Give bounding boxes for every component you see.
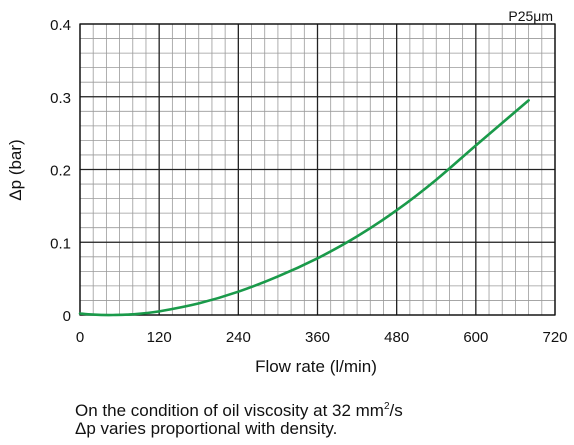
note-superscript: 2	[383, 401, 390, 412]
series-label: P25μm	[508, 8, 553, 24]
y-tick-labels: 0 0.1 0.2 0.3 0.4	[50, 17, 71, 325]
series-line-p25um	[78, 99, 530, 317]
density-note: Δp varies proportional with density.	[75, 419, 337, 439]
note-line2: Δp varies proportional with density.	[75, 419, 338, 438]
viscosity-note: On the condition of oil viscosity at 32 …	[75, 397, 403, 421]
y-tick-label: 0	[63, 308, 71, 325]
y-tick-label: 0.2	[50, 163, 71, 180]
x-tick-labels: 0 120 240 360 480 600 720	[76, 329, 568, 346]
x-tick-label: 0	[76, 329, 84, 346]
x-tick-label: 120	[147, 329, 172, 346]
x-tick-label: 480	[384, 329, 409, 346]
x-tick-label: 240	[226, 329, 251, 346]
note-line1-suffix: /s	[389, 401, 403, 420]
x-tick-label: 360	[305, 329, 330, 346]
x-tick-label: 720	[542, 329, 567, 346]
plot-frame	[79, 23, 556, 316]
y-tick-label: 0.4	[50, 17, 71, 34]
y-axis-label: Δp (bar)	[6, 139, 25, 200]
y-tick-label: 0.3	[50, 90, 71, 107]
y-tick-label: 0.1	[50, 235, 71, 252]
note-line1-prefix: On the condition of oil viscosity at 32 …	[75, 401, 384, 420]
x-axis-label: Flow rate (l/min)	[255, 357, 377, 376]
x-tick-label: 600	[463, 329, 488, 346]
